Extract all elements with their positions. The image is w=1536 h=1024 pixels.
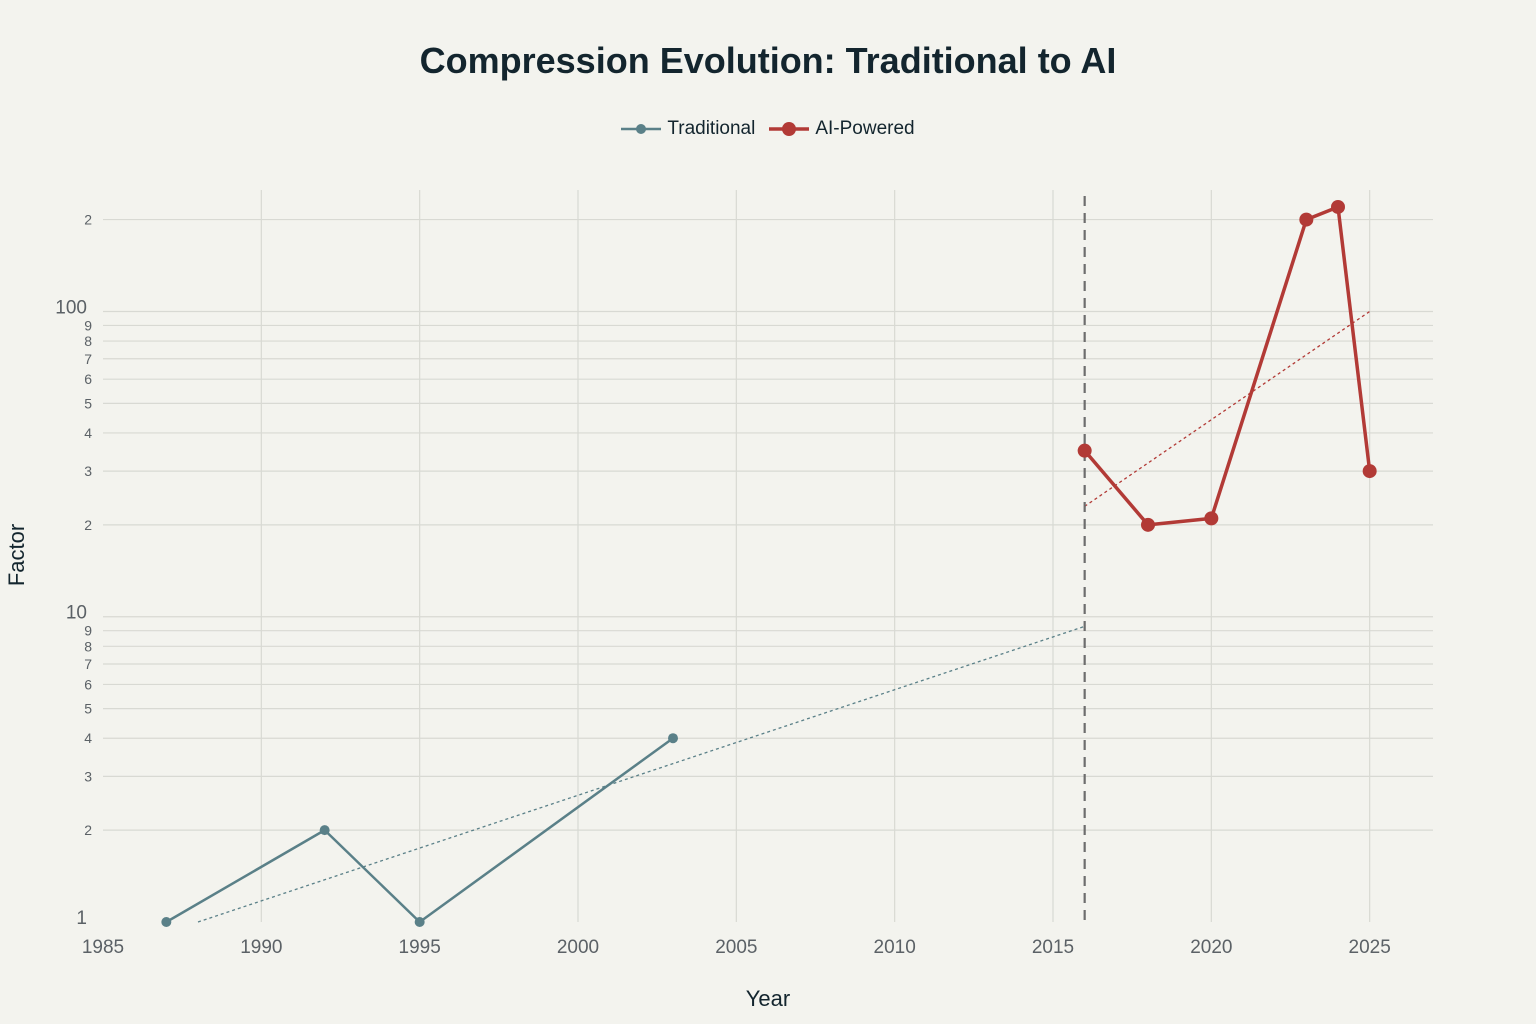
y-tick-label-minor: 2 <box>84 212 92 228</box>
y-tick-label-minor: 4 <box>84 425 92 441</box>
y-tick-label-minor: 9 <box>84 317 92 333</box>
y-tick-label-minor: 9 <box>84 623 92 639</box>
trendline-traditional <box>197 625 1085 923</box>
x-tick-label: 2010 <box>874 937 916 958</box>
data-point-ai-powered <box>1362 464 1377 479</box>
data-point-ai-powered <box>1299 212 1314 227</box>
y-tick-label-minor: 6 <box>84 676 92 692</box>
chart-title: Compression Evolution: Traditional to AI <box>419 40 1117 81</box>
grid <box>103 190 1433 922</box>
x-tick-label: 1985 <box>82 937 124 958</box>
data-point-traditional <box>668 733 678 744</box>
x-tick-label: 2020 <box>1190 937 1232 958</box>
legend-item-traditional[interactable]: Traditional <box>621 118 755 140</box>
x-tick-label: 2025 <box>1349 937 1391 958</box>
x-tick-label: 2015 <box>1032 937 1074 958</box>
data-point-ai-powered <box>1077 443 1092 458</box>
y-tick-label-minor: 7 <box>84 351 92 367</box>
x-tick-label: 2005 <box>715 937 757 958</box>
y-tick-label-major: 10 <box>66 603 87 624</box>
y-tick-label-minor: 6 <box>84 371 92 387</box>
legend-label-ai-powered: AI-Powered <box>815 118 915 139</box>
y-tick-label-minor: 5 <box>84 701 92 717</box>
series <box>161 199 1377 927</box>
legend: Traditional AI-Powered <box>0 118 1536 140</box>
data-point-traditional <box>319 825 330 836</box>
y-tick-label-minor: 3 <box>84 463 92 479</box>
x-axis-ticks: 1985 1990 1995 2000 2005 2010 2015 2020 2025 <box>82 937 1391 958</box>
y-tick-label-minor: 7 <box>84 656 92 672</box>
x-tick-label: 1990 <box>240 937 282 958</box>
legend-item-ai-powered[interactable]: AI-Powered <box>769 118 915 140</box>
x-tick-label: 1995 <box>399 937 441 958</box>
y-axis-title: Factor <box>4 524 29 586</box>
data-point-ai-powered <box>1141 517 1155 532</box>
y-tick-label-minor: 3 <box>84 768 92 784</box>
data-point-traditional <box>414 917 425 927</box>
y-tick-label-minor: 4 <box>84 730 92 746</box>
y-tick-label-minor: 2 <box>84 517 92 533</box>
legend-swatch-traditional <box>621 124 662 134</box>
y-tick-label-minor: 8 <box>84 638 92 654</box>
y-tick-label-major: 1 <box>76 908 87 929</box>
x-tick-label: 2000 <box>557 937 599 958</box>
y-tick-label-minor: 5 <box>84 395 92 411</box>
series-line-traditional <box>165 737 674 924</box>
y-tick-label-major: 100 <box>55 297 87 318</box>
series-line-ai-powered <box>1083 205 1372 527</box>
legend-swatch-ai-powered <box>769 122 810 136</box>
x-axis-title: Year <box>746 986 790 1011</box>
data-point-traditional <box>161 917 172 927</box>
y-tick-label-minor: 2 <box>84 822 92 838</box>
data-point-ai-powered <box>1331 199 1345 214</box>
y-tick-label-minor: 8 <box>84 333 92 349</box>
data-point-ai-powered <box>1204 511 1219 526</box>
legend-label-traditional: Traditional <box>667 118 756 139</box>
